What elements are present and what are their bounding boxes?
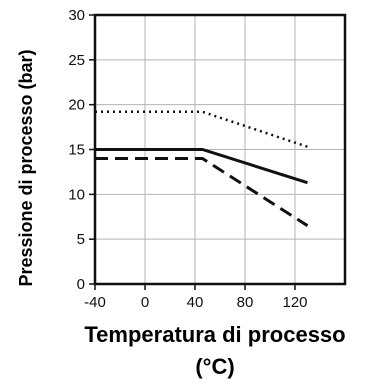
y-tick-label: 5 (77, 231, 85, 248)
y-tick-label: 25 (68, 52, 85, 69)
y-tick-label: 20 (68, 97, 85, 114)
x-tick-label: 40 (187, 294, 204, 311)
y-tick-label: 30 (68, 7, 85, 24)
series-line-dotted (95, 110, 308, 148)
y-tick-label: 15 (68, 142, 85, 159)
x-tick-label: 120 (282, 294, 307, 311)
y-tick-label: 0 (77, 276, 85, 293)
series-line-dashed (95, 157, 309, 227)
x-tick-label: -40 (84, 294, 106, 311)
series-lines (95, 110, 309, 227)
x-axis-title-line2: (°C) (195, 354, 234, 379)
y-axis-title: Pressione di processo (bar) (16, 49, 36, 286)
x-tick-label: 0 (141, 294, 149, 311)
x-axis-title-line1: Temperatura di processo (84, 322, 345, 347)
series-line-solid (95, 148, 308, 185)
y-tick-label: 10 (68, 186, 85, 203)
x-tick-label: 80 (237, 294, 254, 311)
